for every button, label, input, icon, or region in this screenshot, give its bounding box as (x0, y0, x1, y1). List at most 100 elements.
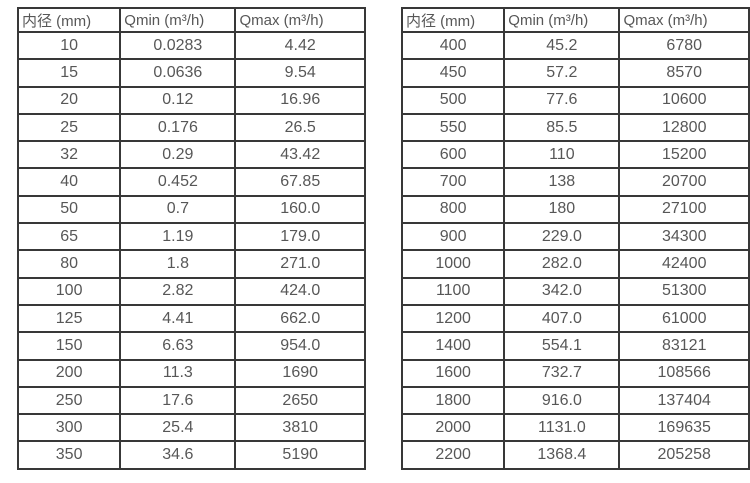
table-cell: 25.4 (119, 413, 237, 443)
table-cell: 10600 (618, 85, 750, 115)
table-cell: 65 (16, 222, 122, 252)
table-cell: 205258 (618, 440, 750, 470)
table-cell: 0.176 (119, 112, 237, 143)
table-row: 125 4.41 662.0 (16, 303, 366, 334)
table-cell: 25 (16, 112, 122, 143)
table-cell: 0.0636 (119, 58, 237, 88)
header-row: 内径 (mm) Qmin (m³/h) Qmax (m³/h) (400, 7, 750, 33)
table-cell: 900 (400, 222, 506, 252)
table-cell: 50 (16, 194, 122, 225)
table-cell: 0.7 (119, 194, 237, 225)
table-row: 550 85.5 12800 (400, 112, 750, 143)
header-qmax: Qmax (m³/h) (618, 7, 750, 33)
table-cell: 2.82 (119, 276, 237, 306)
table-cell: 1.19 (119, 222, 237, 252)
table-cell: 1100 (400, 276, 506, 306)
table-cell: 800 (400, 194, 506, 225)
table-cell: 250 (16, 385, 122, 416)
table-cell: 282.0 (503, 249, 621, 279)
flow-spec-table-small-diameters: 内径 (mm) Qmin (m³/h) Qmax (m³/h) 10 0.0283… (16, 7, 366, 470)
table-row: 600 110 15200 (400, 140, 750, 170)
table-cell: 500 (400, 85, 506, 115)
table-cell: 0.452 (119, 167, 237, 197)
table-cell: 27100 (618, 194, 750, 225)
table-header: 内径 (mm) Qmin (m³/h) Qmax (m³/h) (400, 7, 750, 33)
table-cell: 2200 (400, 440, 506, 470)
table-cell: 662.0 (234, 303, 366, 334)
table-row: 1400 554.1 83121 (400, 331, 750, 361)
table-cell: 342.0 (503, 276, 621, 306)
table-row: 800 180 27100 (400, 194, 750, 225)
table-cell: 1690 (234, 358, 366, 388)
table-row: 1000 282.0 42400 (400, 249, 750, 279)
table-cell: 1200 (400, 303, 506, 334)
header-qmin: Qmin (m³/h) (119, 7, 237, 33)
table-cell: 61000 (618, 303, 750, 334)
table-cell: 20700 (618, 167, 750, 197)
table-cell: 1.8 (119, 249, 237, 279)
table-row: 2200 1368.4 205258 (400, 440, 750, 470)
table-cell: 45.2 (503, 30, 621, 61)
tables-container: 内径 (mm) Qmin (m³/h) Qmax (m³/h) 10 0.0283… (16, 7, 750, 470)
table-cell: 600 (400, 140, 506, 170)
table-cell: 77.6 (503, 85, 621, 115)
table-cell: 51300 (618, 276, 750, 306)
table-row: 500 77.6 10600 (400, 85, 750, 115)
table-cell: 550 (400, 112, 506, 143)
table-body: 10 0.0283 4.42 15 0.0636 9.54 20 0.12 16.96 25 0.1… (16, 30, 366, 470)
header-row: 内径 (mm) Qmin (m³/h) Qmax (m³/h) (16, 7, 366, 33)
table-cell: 125 (16, 303, 122, 334)
table-row: 450 57.2 8570 (400, 58, 750, 88)
table-cell: 57.2 (503, 58, 621, 88)
table-cell: 954.0 (234, 331, 366, 361)
table-cell: 15 (16, 58, 122, 88)
table-cell: 5190 (234, 440, 366, 470)
table-row: 1200 407.0 61000 (400, 303, 750, 334)
table-cell: 2000 (400, 413, 506, 443)
header-qmax: Qmax (m³/h) (234, 7, 366, 33)
table-row: 1800 916.0 137404 (400, 385, 750, 416)
table-row: 350 34.6 5190 (16, 440, 366, 470)
table-cell: 34.6 (119, 440, 237, 470)
table-cell: 67.85 (234, 167, 366, 197)
header-inner-diameter: 内径 (mm) (400, 7, 506, 33)
table-cell: 6780 (618, 30, 750, 61)
flow-spec-table-large-diameters: 内径 (mm) Qmin (m³/h) Qmax (m³/h) 400 45.2 6… (400, 7, 750, 470)
table-cell: 0.0283 (119, 30, 237, 61)
table-row: 900 229.0 34300 (400, 222, 750, 252)
table-row: 700 138 20700 (400, 167, 750, 197)
table-cell: 34300 (618, 222, 750, 252)
table-cell: 1600 (400, 358, 506, 388)
table-row: 1100 342.0 51300 (400, 276, 750, 306)
table-cell: 350 (16, 440, 122, 470)
table-cell: 1400 (400, 331, 506, 361)
table-cell: 300 (16, 413, 122, 443)
table-cell: 3810 (234, 413, 366, 443)
table-cell: 10 (16, 30, 122, 61)
header-inner-diameter: 内径 (mm) (16, 7, 122, 33)
table-row: 1600 732.7 108566 (400, 358, 750, 388)
table-cell: 0.12 (119, 85, 237, 115)
table-cell: 43.42 (234, 140, 366, 170)
table-cell: 0.29 (119, 140, 237, 170)
table-cell: 1000 (400, 249, 506, 279)
table-cell: 80 (16, 249, 122, 279)
table-cell: 2650 (234, 385, 366, 416)
table-cell: 1368.4 (503, 440, 621, 470)
table-cell: 85.5 (503, 112, 621, 143)
table-row: 25 0.176 26.5 (16, 112, 366, 143)
table-cell: 42400 (618, 249, 750, 279)
table-row: 50 0.7 160.0 (16, 194, 366, 225)
table-cell: 83121 (618, 331, 750, 361)
table-cell: 11.3 (119, 358, 237, 388)
table-row: 20 0.12 16.96 (16, 85, 366, 115)
table-row: 2000 1131.0 169635 (400, 413, 750, 443)
table-row: 10 0.0283 4.42 (16, 30, 366, 61)
table-cell: 160.0 (234, 194, 366, 225)
table-cell: 400 (400, 30, 506, 61)
table-cell: 32 (16, 140, 122, 170)
table-cell: 138 (503, 167, 621, 197)
table-cell: 732.7 (503, 358, 621, 388)
table-body: 400 45.2 6780 450 57.2 8570 500 77.6 10600 550 85.… (400, 30, 750, 470)
